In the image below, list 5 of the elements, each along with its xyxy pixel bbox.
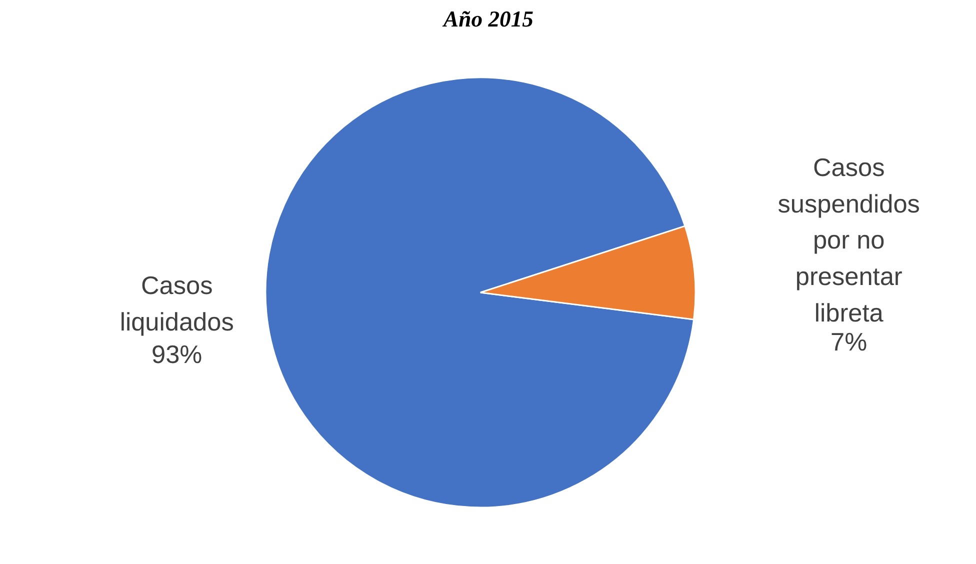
chart-title: Año 2015 bbox=[441, 6, 534, 32]
data-label: 7% bbox=[830, 328, 868, 357]
slice-label: Casos liquidados bbox=[120, 272, 234, 336]
slice-label: Casos suspendidos por no presentar libreta bbox=[778, 154, 920, 328]
data-label: 93% bbox=[152, 341, 202, 370]
